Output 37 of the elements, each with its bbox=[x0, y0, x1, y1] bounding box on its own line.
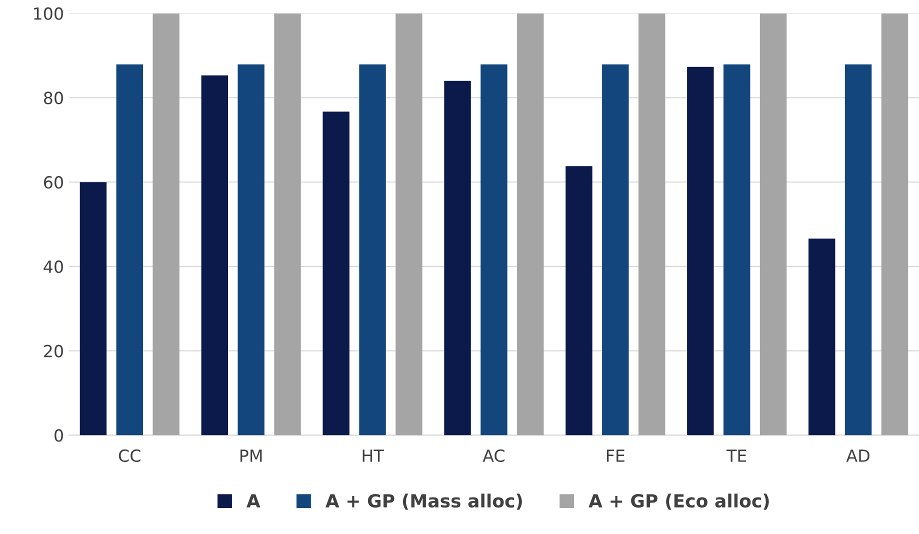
legend-label: A + GP (Eco alloc) bbox=[588, 494, 769, 510]
bar bbox=[723, 64, 750, 436]
bar bbox=[566, 166, 592, 436]
bar bbox=[444, 80, 471, 436]
y-tick-label: 40 bbox=[44, 260, 63, 274]
bar bbox=[881, 13, 908, 436]
x-tick-label: AD bbox=[846, 450, 870, 462]
x-tick-label: TE bbox=[726, 450, 746, 462]
bar bbox=[201, 75, 228, 436]
bar bbox=[808, 238, 836, 436]
x-tick-label: PM bbox=[240, 450, 262, 462]
y-tick-label: 80 bbox=[44, 92, 63, 104]
bar bbox=[322, 112, 350, 436]
bar bbox=[152, 13, 180, 436]
bar bbox=[844, 64, 872, 436]
x-tick-label: HT bbox=[362, 450, 384, 462]
legend-label: A bbox=[246, 494, 260, 508]
legend-label: A + GP (Mass alloc) bbox=[325, 494, 522, 510]
y-tick-label: 100 bbox=[34, 7, 63, 20]
y-tick-label: 0 bbox=[54, 429, 63, 442]
bar bbox=[274, 13, 301, 436]
bar bbox=[602, 64, 629, 436]
x-tick-label: AC bbox=[482, 449, 504, 462]
bar bbox=[238, 64, 264, 436]
bar bbox=[760, 13, 787, 436]
bar bbox=[517, 13, 544, 436]
x-tick-label: FE bbox=[606, 450, 624, 462]
bar bbox=[396, 13, 422, 436]
bar bbox=[480, 64, 508, 436]
bar bbox=[116, 64, 144, 436]
bar bbox=[638, 13, 666, 436]
bar bbox=[359, 64, 386, 436]
x-tick-label: CC bbox=[118, 449, 140, 462]
bar bbox=[80, 182, 107, 436]
bar bbox=[687, 66, 714, 436]
y-tick-label: 20 bbox=[44, 344, 63, 358]
y-tick-label: 60 bbox=[44, 176, 63, 189]
